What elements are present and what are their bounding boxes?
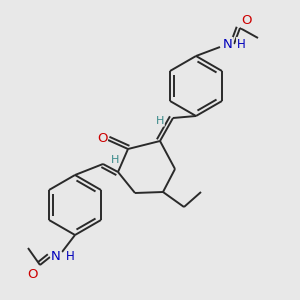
Text: O: O	[97, 131, 107, 145]
Text: H: H	[111, 155, 119, 165]
Text: H: H	[156, 116, 164, 126]
Text: N: N	[51, 250, 61, 263]
Text: O: O	[27, 268, 37, 281]
Text: N: N	[223, 38, 233, 50]
Text: H: H	[237, 38, 245, 50]
Text: H: H	[66, 250, 74, 263]
Text: O: O	[242, 14, 252, 28]
